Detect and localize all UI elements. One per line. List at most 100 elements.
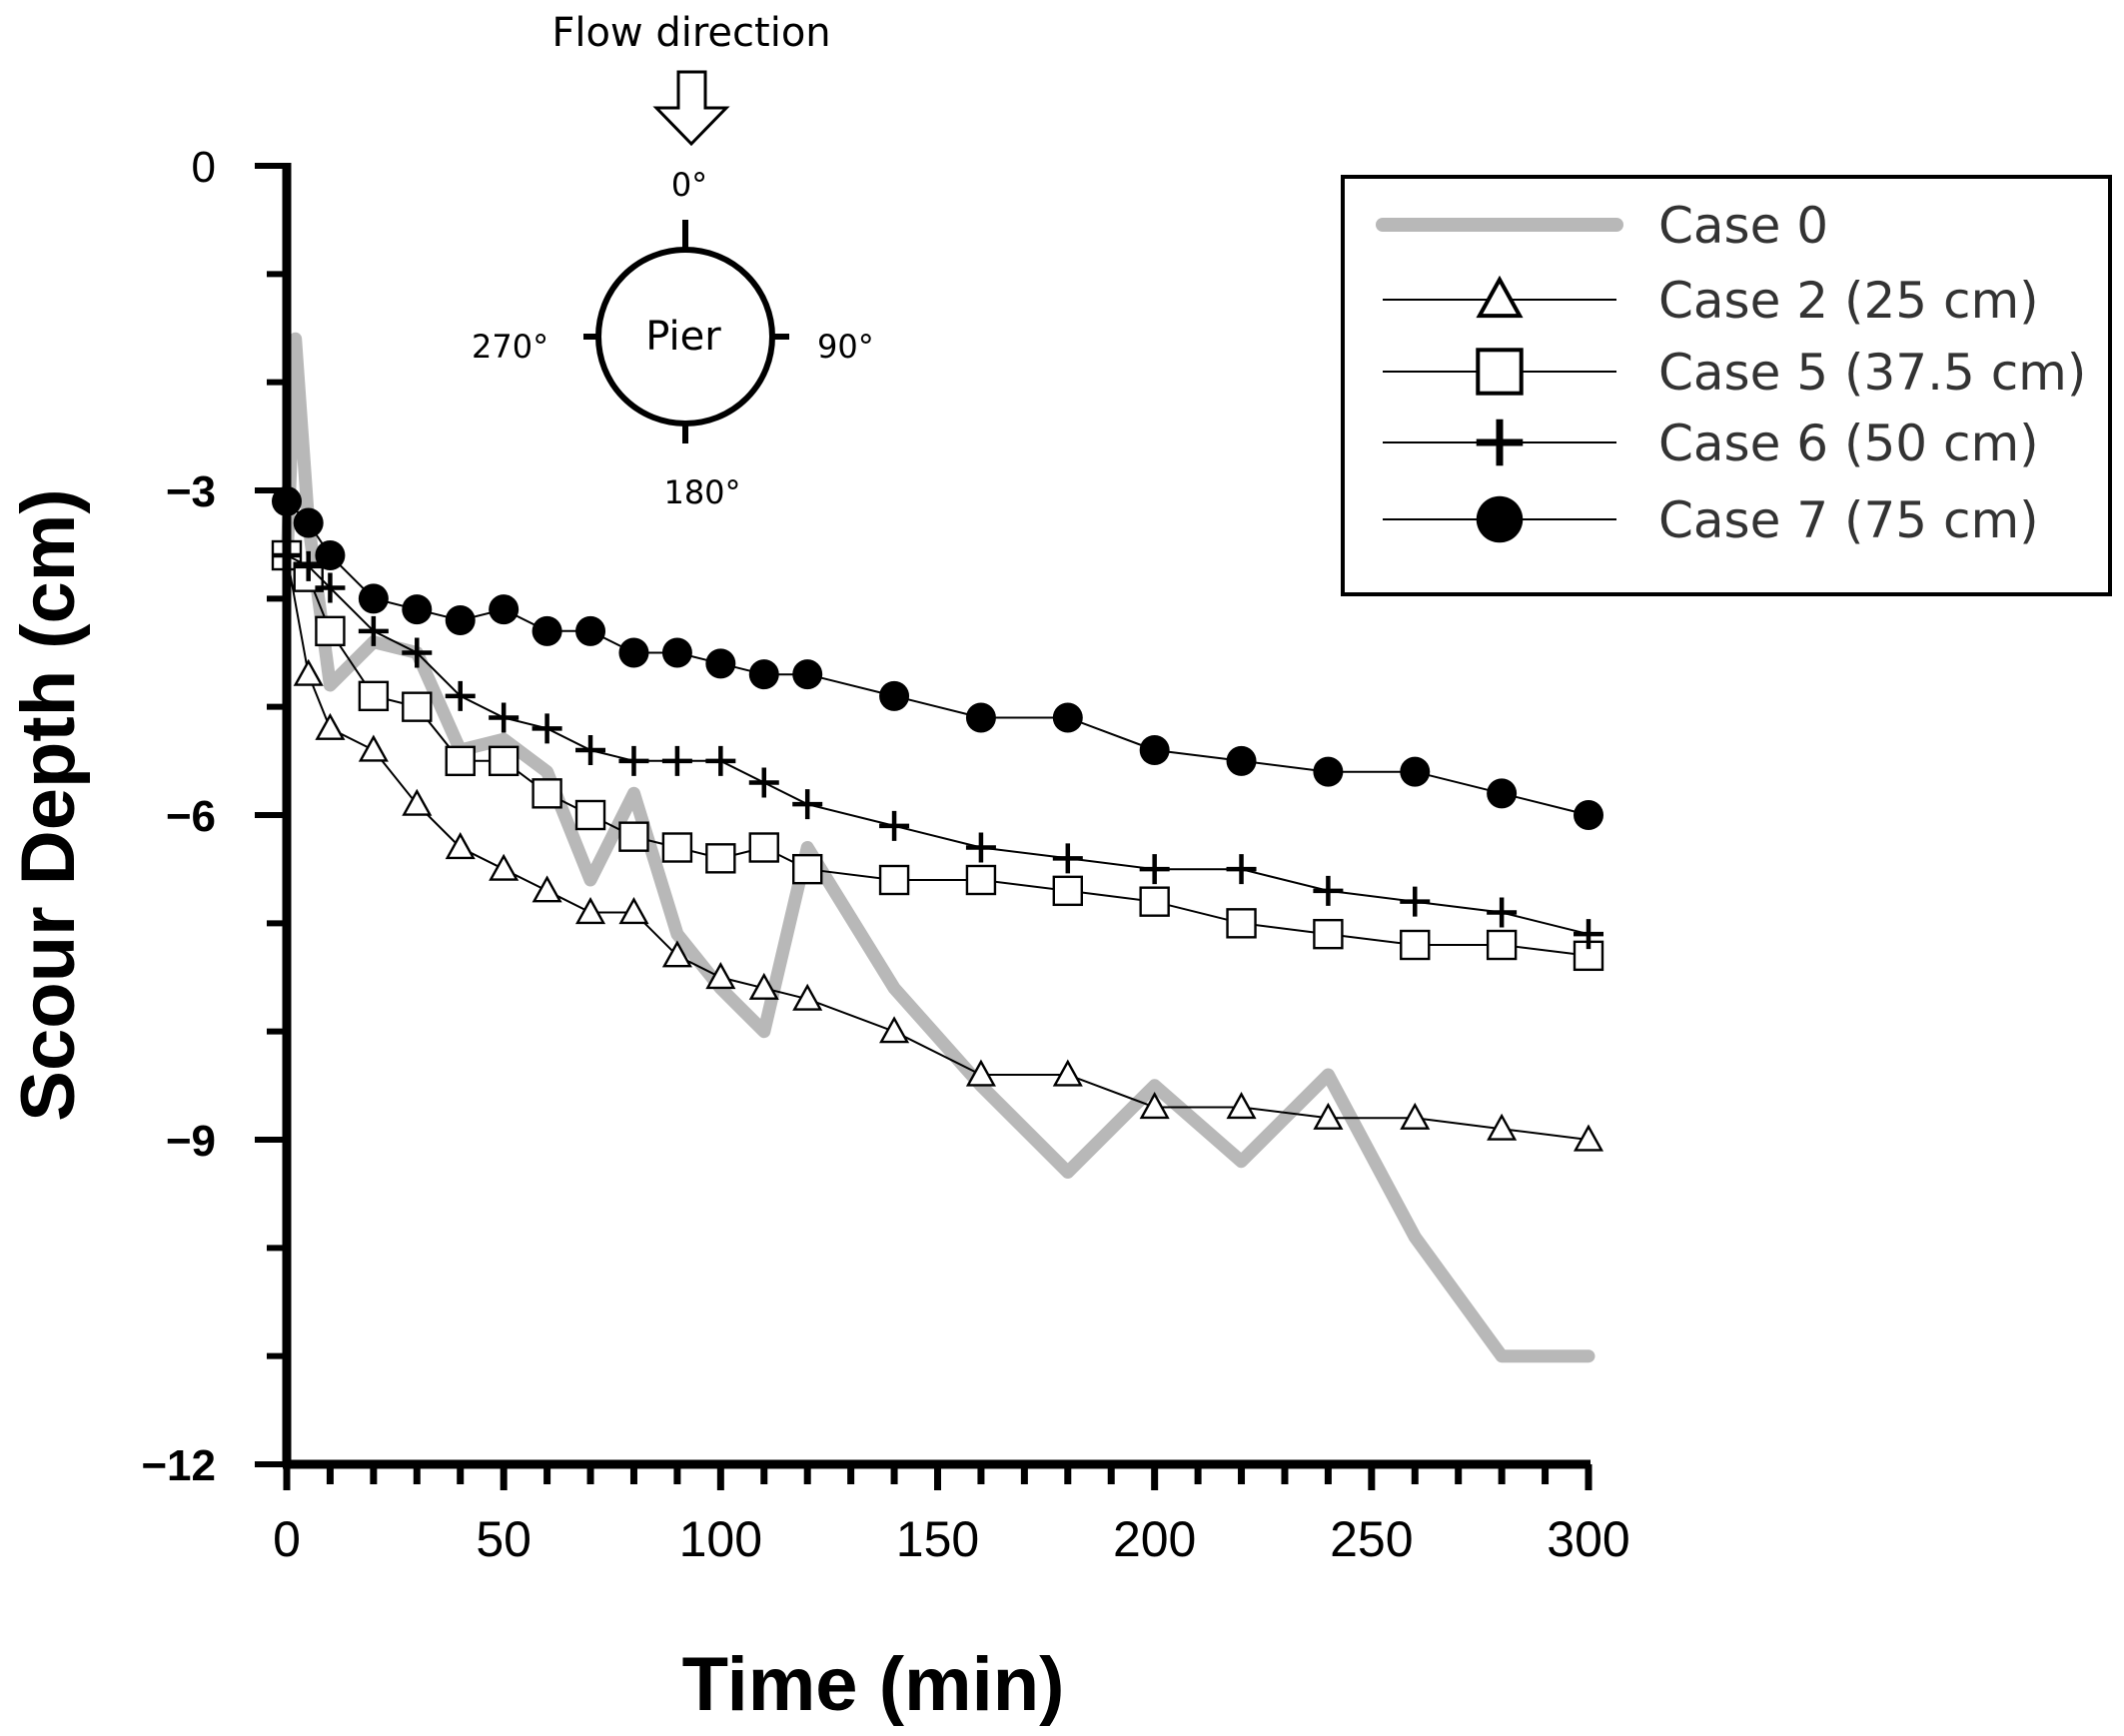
series-3-point	[965, 832, 996, 863]
legend-entry: Case 7 (75 cm)	[1383, 491, 2039, 549]
angle-270-label: 270°	[472, 328, 548, 366]
series-4-point	[1052, 702, 1083, 733]
legend-label: Case 6 (50 cm)	[1658, 415, 2039, 472]
x-tick-label: 0	[273, 1511, 301, 1567]
y-tick-label: −6	[166, 792, 216, 841]
legend-entry: Case 5 (37.5 cm)	[1383, 344, 2086, 402]
series-2-point	[878, 864, 910, 896]
y-tick-label: 0	[192, 143, 216, 192]
series-2-point	[445, 745, 476, 777]
series-1-point	[1226, 1092, 1257, 1120]
series-4-point	[531, 615, 562, 646]
x-tick-label: 150	[896, 1511, 979, 1567]
series-2-point	[488, 745, 520, 777]
y-tick-label: −12	[141, 1441, 216, 1490]
legend-swatch-marker	[1476, 419, 1524, 466]
angle-180-label: 180°	[663, 473, 740, 511]
legend-entry: Case 2 (25 cm)	[1383, 272, 2039, 330]
series-3-point	[1139, 854, 1170, 885]
series-3-group	[272, 540, 1603, 950]
series-1-point	[1139, 1092, 1170, 1120]
y-axis-title: Scour Depth (cm)	[6, 488, 91, 1121]
series-1-point	[792, 983, 823, 1011]
series-1-point	[965, 1059, 996, 1087]
series-3-point	[1313, 875, 1344, 906]
series-4-point	[661, 637, 692, 668]
series-4-point	[748, 659, 779, 690]
legend-swatch-marker	[1476, 348, 1524, 396]
series-2-point	[1226, 908, 1257, 939]
series-2-point	[1486, 929, 1518, 961]
x-tick-label: 200	[1113, 1511, 1196, 1567]
x-axis-title: Time (min)	[682, 1642, 1065, 1727]
series-4-point	[1400, 756, 1431, 787]
x-tick-label: 50	[476, 1511, 531, 1567]
series-2-point	[965, 864, 997, 896]
series-1-point	[358, 734, 389, 762]
series-4-point	[575, 615, 606, 646]
series-1-line	[286, 554, 1590, 1141]
angle-90-label: 90°	[817, 328, 874, 366]
series-1-point	[489, 853, 520, 881]
series-3-point	[705, 745, 736, 776]
series-3-point	[792, 789, 823, 820]
series-4-point	[705, 648, 736, 679]
series-1-point	[618, 897, 649, 925]
series-2-point	[1052, 875, 1084, 907]
series-2-point	[1400, 929, 1431, 961]
series-0-line	[280, 332, 1595, 1363]
series-2-point	[1573, 940, 1604, 972]
series-3-point	[445, 680, 476, 711]
series-1-point	[402, 788, 433, 816]
series-4-point	[965, 702, 996, 733]
series-4-point	[1487, 778, 1518, 809]
series-1-point	[705, 962, 736, 990]
series-2-group	[271, 539, 1604, 972]
series-2-point	[402, 691, 433, 722]
series-3-point	[315, 572, 346, 603]
series-2-point	[792, 853, 823, 885]
series-3-point	[489, 702, 520, 733]
series-2-point	[358, 680, 390, 712]
x-tick-label: 100	[679, 1511, 762, 1567]
pier-label: Pier	[645, 314, 721, 360]
legend-label: Case 0	[1658, 197, 1828, 255]
series-3-point	[618, 745, 649, 776]
series-4-point	[293, 507, 324, 538]
legend-label: Case 2 (25 cm)	[1658, 272, 2039, 330]
series-3-point	[358, 615, 389, 646]
series-1-group	[271, 539, 1604, 1152]
series-4-point	[1574, 800, 1603, 830]
flow-direction-label: Flow direction	[551, 10, 830, 56]
axis-ticks: 0 50 100 150 200 250 300 0 −3 −6 −9 −12	[141, 143, 1629, 1567]
legend-entry: Case 0	[1376, 197, 1828, 255]
series-4-point	[1139, 735, 1170, 765]
series-3-point	[661, 745, 692, 776]
series-3-point	[1052, 843, 1083, 874]
y-tick-label: −3	[166, 467, 216, 516]
series-1-point	[293, 658, 324, 686]
series-1-point	[1052, 1059, 1083, 1087]
series-1-point	[1487, 1113, 1518, 1141]
series-3-point	[1487, 897, 1518, 928]
series-1-point	[445, 832, 476, 860]
series-3-point	[1226, 854, 1257, 885]
series-3-point	[402, 637, 433, 668]
series-2-point	[661, 832, 693, 863]
legend-label: Case 5 (37.5 cm)	[1658, 344, 2086, 402]
series-2-point	[574, 799, 606, 831]
series-2-point	[618, 821, 649, 852]
series-1-point	[879, 1016, 910, 1044]
legend-swatch-marker	[1476, 495, 1524, 543]
series-1-point	[661, 940, 692, 968]
legend-box	[1341, 175, 2112, 596]
series-1-point	[1400, 1102, 1431, 1130]
series-3-point	[575, 735, 606, 765]
series-2-point	[531, 778, 562, 809]
series-4-point	[489, 594, 520, 625]
x-tick-label: 250	[1330, 1511, 1413, 1567]
y-tick-label: −9	[166, 1117, 216, 1166]
series-4-point	[445, 605, 476, 635]
series-2-point	[748, 832, 779, 863]
